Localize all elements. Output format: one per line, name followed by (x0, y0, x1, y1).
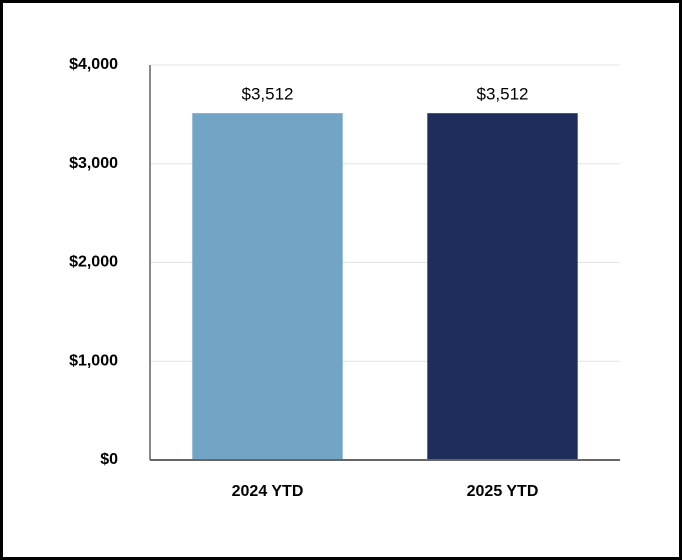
x-tick-label: 2025 YTD (467, 483, 539, 500)
bar (192, 113, 343, 460)
value-label: $3,512 (477, 85, 529, 104)
y-tick-label: $3,000 (69, 155, 118, 172)
y-tick-label: $4,000 (69, 56, 118, 73)
y-tick-label: $1,000 (69, 352, 118, 369)
y-tick-label: $2,000 (69, 254, 118, 271)
bar (427, 113, 578, 460)
y-tick-label: $0 (100, 451, 118, 468)
value-label: $3,512 (242, 85, 294, 104)
x-tick-label: 2024 YTD (232, 483, 304, 500)
